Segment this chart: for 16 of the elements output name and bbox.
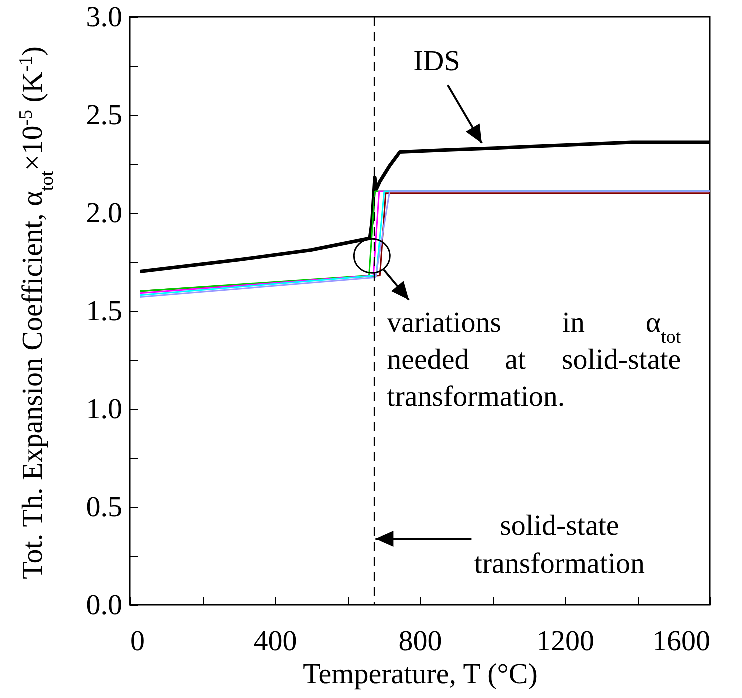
y-tick-label: 1.0 bbox=[86, 394, 122, 426]
ref-line-label: solid-state transformation bbox=[474, 510, 646, 580]
y-tick-label: 1.5 bbox=[86, 296, 122, 328]
x-tick-label: 400 bbox=[254, 626, 298, 658]
x-tick-label: 0 bbox=[130, 626, 145, 658]
x-tick-label: 1600 bbox=[652, 626, 710, 658]
x-axis-title: Temperature, T (°C) bbox=[303, 658, 538, 690]
y-tick-label: 0.5 bbox=[86, 492, 122, 524]
annotation: IDS bbox=[414, 45, 460, 78]
y-tick-label: 0.0 bbox=[86, 590, 122, 622]
y-tick-label: 3.0 bbox=[86, 2, 122, 34]
x-tick-label: 800 bbox=[398, 626, 442, 658]
y-tick-label: 2.0 bbox=[86, 198, 122, 230]
x-tick-label: 1200 bbox=[536, 626, 594, 658]
y-tick-label: 2.5 bbox=[86, 100, 122, 132]
annotation: variations in α$_{tot}$ needed at solid-state transformation. bbox=[387, 307, 682, 414]
